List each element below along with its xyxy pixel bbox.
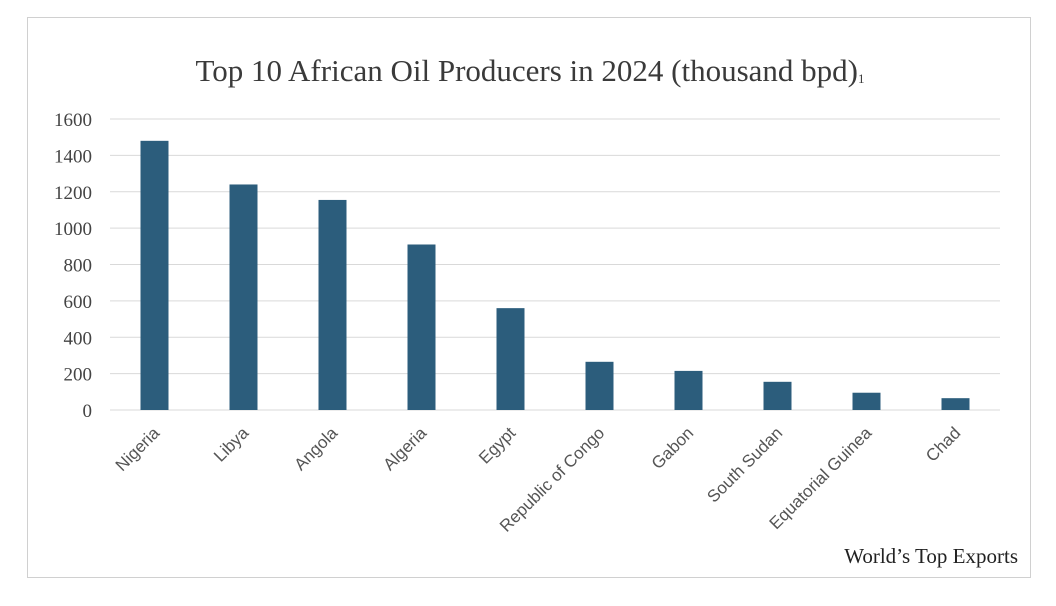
y-tick-label: 1400 <box>54 146 92 167</box>
bar-gabon <box>674 370 703 410</box>
x-tick-label: Libya <box>210 423 253 466</box>
y-tick-label: 600 <box>64 292 93 313</box>
bar-angola <box>318 199 347 410</box>
source-label: World’s Top Exports <box>844 544 1018 568</box>
bar-republic-of-congo <box>585 361 614 410</box>
y-axis-ticks: 0 200 400 600 800 1000 1200 1400 1600 <box>54 110 92 422</box>
x-tick-label: Nigeria <box>112 423 164 475</box>
bar-south-sudan <box>763 381 792 410</box>
x-tick-label: Angola <box>290 423 341 474</box>
bar-egypt <box>496 308 525 410</box>
bar-chart: Top 10 African Oil Producers in 2024 (th… <box>54 53 1018 568</box>
x-tick-label: Egypt <box>475 423 519 467</box>
y-tick-label: 0 <box>83 401 93 422</box>
x-tick-label: Gabon <box>648 423 698 473</box>
bar-algeria <box>407 244 436 410</box>
y-tick-label: 1000 <box>54 219 92 240</box>
y-tick-label: 1200 <box>54 183 92 204</box>
chart-title-text: Top 10 African Oil Producers in 2024 (th… <box>195 53 858 88</box>
gridlines <box>110 118 1000 411</box>
x-tick-label: Chad <box>922 423 964 465</box>
chart-title-superscript: 1 <box>858 71 865 86</box>
x-tick-label: Algeria <box>379 423 430 474</box>
bar-equatorial-guinea <box>852 392 881 410</box>
bar-libya <box>229 184 258 410</box>
chart-frame: Top 10 African Oil Producers in 2024 (th… <box>27 17 1031 578</box>
chart-title: Top 10 African Oil Producers in 2024 (th… <box>195 53 864 88</box>
y-tick-label: 800 <box>64 256 93 277</box>
y-tick-label: 1600 <box>54 110 92 131</box>
y-tick-label: 400 <box>64 328 93 349</box>
bars <box>140 140 970 410</box>
x-tick-label: South Sudan <box>703 423 786 506</box>
bar-nigeria <box>140 140 169 410</box>
y-tick-label: 200 <box>64 365 93 386</box>
bar-chad <box>941 398 970 410</box>
